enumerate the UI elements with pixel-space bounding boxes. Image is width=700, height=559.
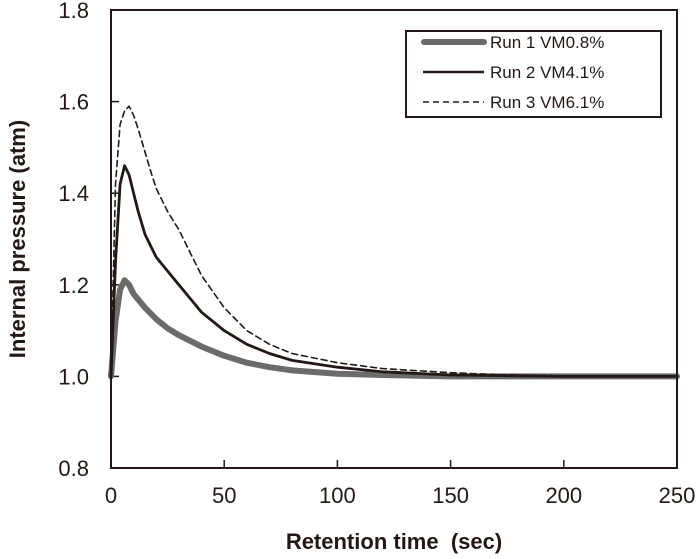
legend-label-run-1: Run 1 VM0.8% bbox=[490, 33, 604, 52]
legend-label-run-3: Run 3 VM6.1% bbox=[490, 93, 604, 112]
series-line-run-2 bbox=[109, 164, 679, 378]
y-tick-label: 1.4 bbox=[58, 181, 89, 206]
y-tick-label: 1.2 bbox=[58, 273, 89, 298]
x-tick-label: 200 bbox=[545, 483, 582, 508]
y-tick-label: 1.0 bbox=[58, 364, 89, 389]
x-tick-label: 250 bbox=[659, 483, 696, 508]
x-tick-label: 150 bbox=[432, 483, 469, 508]
plot-frame bbox=[110, 9, 678, 469]
legend-label-run-2: Run 2 VM4.1% bbox=[490, 63, 604, 82]
x-tick-label: 50 bbox=[212, 483, 236, 508]
x-axis-title: Retention time (sec) bbox=[286, 529, 502, 554]
y-tick-label: 1.6 bbox=[58, 90, 89, 115]
y-axis-title: Internal pressure (atm) bbox=[5, 120, 30, 358]
legend: Run 1 VM0.8% Run 2 VM4.1% Run 3 VM6.1% bbox=[405, 30, 662, 118]
series-layer bbox=[108, 105, 680, 380]
series-line-run-3 bbox=[110, 105, 554, 378]
x-tick-label: 100 bbox=[319, 483, 356, 508]
y-tick-label: 1.8 bbox=[58, 0, 89, 23]
y-tick-label: 0.8 bbox=[58, 456, 89, 481]
x-tick-label: 0 bbox=[105, 483, 117, 508]
series-line-run-1 bbox=[108, 277, 680, 380]
